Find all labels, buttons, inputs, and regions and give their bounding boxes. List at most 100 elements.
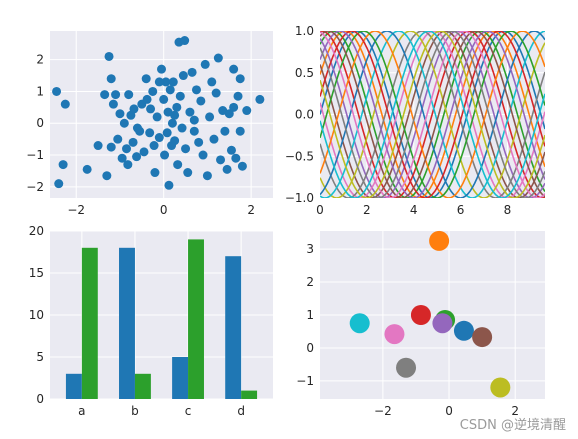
data-point — [159, 94, 169, 104]
data-point — [209, 134, 219, 144]
y-tick-label: 0 — [36, 116, 44, 130]
x-tick-label: 2 — [363, 203, 371, 217]
data-point — [222, 164, 232, 174]
x-tick-label: d — [237, 404, 245, 418]
y-tick-label: 1.0 — [295, 24, 314, 38]
series-line — [320, 31, 545, 198]
data-point — [200, 59, 210, 69]
data-point — [432, 313, 453, 334]
data-point — [152, 112, 162, 122]
y-tick-label: 15 — [29, 266, 44, 280]
data-point — [124, 90, 134, 100]
bar — [241, 390, 258, 399]
data-points — [349, 230, 511, 398]
y-tick-label: 0.5 — [295, 66, 314, 80]
data-point — [213, 53, 223, 63]
data-point — [384, 324, 405, 345]
bubble-scatter-bottom-right: −2 0 2 −1 0 1 2 3 — [296, 230, 545, 418]
grid-lines — [320, 231, 545, 399]
data-point — [185, 107, 195, 117]
data-point — [410, 305, 431, 325]
bar — [134, 373, 151, 399]
data-point — [132, 152, 142, 162]
data-point — [161, 77, 171, 87]
data-point — [490, 377, 511, 398]
data-point — [58, 160, 68, 170]
data-point — [54, 179, 64, 189]
data-point — [237, 161, 247, 171]
x-tick-label: 0 — [445, 404, 453, 418]
x-tick-label: 2 — [511, 404, 519, 418]
data-point — [123, 160, 133, 170]
data-point — [429, 230, 450, 251]
x-tick-label: 6 — [457, 203, 465, 217]
data-point — [168, 77, 178, 87]
data-point — [170, 136, 180, 146]
y-tick-label: 10 — [29, 308, 44, 322]
y-tick-label: 2 — [36, 53, 44, 67]
data-point — [119, 118, 129, 128]
bar — [81, 247, 98, 399]
data-point — [154, 133, 164, 143]
data-point — [141, 74, 151, 84]
data-point — [472, 327, 493, 348]
data-point — [235, 74, 245, 84]
y-tick-label: 20 — [29, 224, 44, 238]
x-tick-label: 0 — [316, 203, 324, 217]
sine-lines-plot-top-right: 0 2 4 6 8 −1.0 −0.5 0.0 0.5 1.0 — [285, 24, 545, 217]
y-tick-label: −0.5 — [285, 149, 314, 163]
data-point — [148, 86, 158, 96]
data-point — [196, 96, 206, 106]
data-point — [104, 51, 114, 61]
data-point — [205, 112, 215, 122]
data-point — [108, 99, 118, 109]
data-point — [189, 115, 199, 125]
data-point — [100, 90, 110, 100]
bar — [65, 373, 82, 399]
data-point — [52, 86, 62, 96]
x-tick-label: 0 — [160, 203, 168, 217]
x-tick-label: c — [185, 404, 192, 418]
x-tick-label: 2 — [247, 203, 255, 217]
x-tick-label: 4 — [410, 203, 418, 217]
series-lines — [320, 31, 545, 198]
data-point — [150, 168, 160, 178]
data-point — [220, 126, 230, 136]
data-point — [180, 36, 190, 46]
bar — [172, 357, 189, 399]
data-point — [453, 320, 474, 341]
bar — [188, 239, 204, 399]
data-point — [194, 137, 204, 147]
data-point — [173, 160, 183, 170]
data-point — [170, 110, 180, 120]
data-point — [106, 74, 116, 84]
data-point — [93, 141, 103, 151]
y-tick-label: −1 — [296, 374, 314, 388]
data-point — [111, 90, 121, 100]
data-point — [224, 109, 234, 119]
series-line — [320, 31, 545, 198]
data-point — [202, 171, 212, 181]
data-point — [235, 126, 245, 136]
data-point — [60, 99, 70, 109]
data-point — [129, 104, 139, 114]
data-point — [226, 145, 236, 155]
bars — [65, 239, 258, 399]
y-tick-label: 3 — [306, 242, 314, 256]
data-point — [183, 168, 193, 178]
data-point — [396, 357, 417, 378]
data-point — [113, 134, 123, 144]
series-line — [320, 31, 545, 198]
tick-labels: a b c d 0 5 10 15 20 — [29, 224, 245, 418]
data-point — [82, 164, 92, 174]
y-tick-label: 0 — [306, 341, 314, 355]
y-tick-label: 0.0 — [295, 108, 314, 122]
tick-labels: −2 0 2 −2 −1 0 1 2 — [26, 53, 255, 217]
x-tick-label: a — [78, 404, 85, 418]
data-point — [154, 77, 164, 87]
y-tick-label: −2 — [26, 180, 44, 194]
data-point — [181, 144, 191, 154]
data-point — [128, 137, 138, 147]
data-point — [242, 106, 252, 116]
tick-labels: 0 2 4 6 8 −1.0 −0.5 0.0 0.5 1.0 — [285, 24, 511, 217]
